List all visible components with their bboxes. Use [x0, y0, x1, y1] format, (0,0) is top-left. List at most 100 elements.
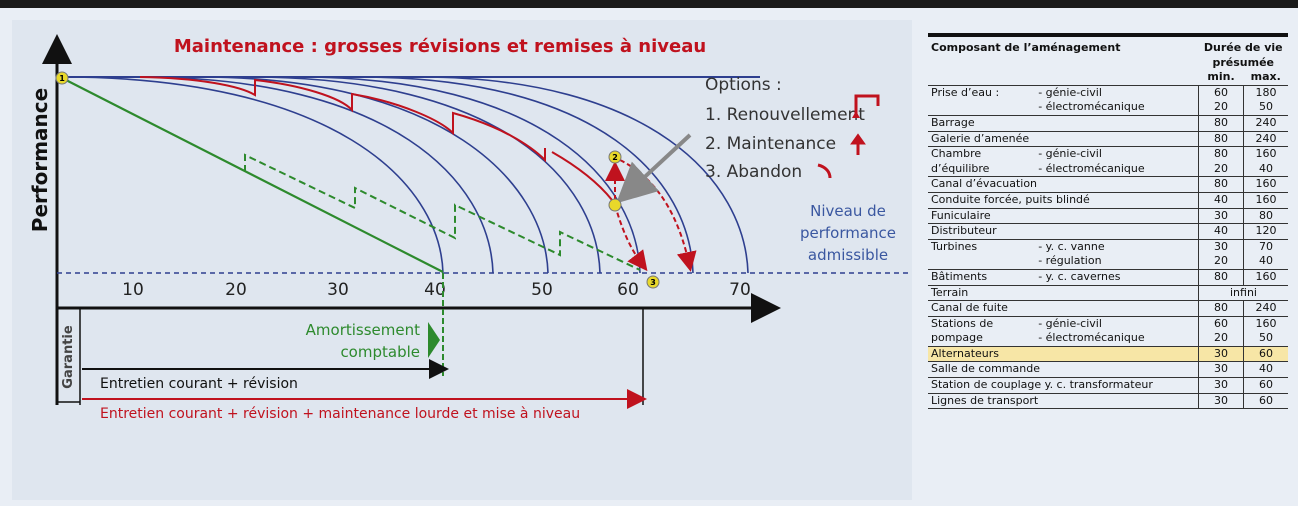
cell-line: 60	[1214, 316, 1228, 330]
component: Funiculaire	[928, 208, 1199, 225]
max: 240	[1243, 115, 1288, 132]
cell-line: Chambre	[931, 147, 982, 161]
cell-line: 30	[1214, 346, 1228, 360]
cell-line: 20	[1214, 100, 1228, 114]
cell-line: - y. c. cavernes	[1038, 269, 1121, 283]
table-row: Lignes de transport 30 60	[928, 393, 1288, 410]
x-tick-label: 40	[424, 280, 446, 300]
component: Station de couplage y. c. transformateur	[928, 377, 1199, 394]
cell-line: Bâtiments	[931, 269, 988, 283]
cell-line: Canal de fuite	[931, 301, 1008, 315]
max: 160 40	[1243, 146, 1288, 178]
cell-line: Station de couplage y. c. transformateur	[931, 378, 1153, 392]
threshold-label: Niveau de performance admissible	[800, 202, 896, 264]
cell-line: pompage	[931, 331, 983, 345]
max: 40	[1243, 361, 1288, 379]
table-row: Turbines - y. c. vanne - régulation 30 20 70 4…	[928, 239, 1288, 270]
parts: - génie-civil - électromécanique	[1035, 146, 1199, 178]
min: 80	[1198, 131, 1244, 148]
component: Chambre d’équilibre	[928, 146, 1036, 178]
component: Salle de commande	[928, 361, 1199, 379]
options: Options : 1. Renouvellement 2. Maintenan…	[705, 75, 865, 182]
cell-line: 160	[1255, 316, 1277, 330]
cell-line: 80	[1214, 301, 1228, 315]
cell-line: 20	[1214, 331, 1228, 345]
cell-line: 40	[1259, 254, 1273, 268]
component: Turbines	[928, 239, 1036, 270]
min: 80	[1198, 176, 1244, 193]
x-tick-label: 30	[327, 280, 349, 300]
cell-line: Salle de commande	[931, 362, 1041, 376]
span-label: Entretien courant + révision	[100, 376, 298, 392]
header: Composant de l’aménagement	[928, 35, 1199, 86]
cell-line: Stations de	[931, 316, 994, 330]
component: Lignes de transport	[928, 393, 1199, 410]
parts: - génie-civil - électromécanique	[1035, 85, 1199, 116]
table-row: Galerie d’amenée 80 240	[928, 131, 1288, 148]
max: 60	[1243, 346, 1288, 363]
min: 40	[1198, 192, 1244, 209]
table-row: Barrage 80 240	[928, 115, 1288, 132]
x-tick-label: 70	[729, 280, 751, 300]
cell-line: - électromécanique	[1038, 100, 1145, 114]
table-row: Distributeur 40 120	[928, 223, 1288, 240]
component: Barrage	[928, 115, 1199, 132]
cell-line: 80	[1259, 208, 1273, 222]
title: Maintenance : grosses révisions et remis…	[174, 36, 706, 57]
cell-line: - régulation	[1038, 254, 1102, 268]
cell-line: - génie-civil	[1038, 85, 1102, 99]
header: max.	[1243, 70, 1288, 86]
label: Niveau de	[810, 202, 886, 220]
min: 30	[1198, 361, 1244, 379]
min: 30 20	[1198, 239, 1244, 270]
table-row: Station de couplage y. c. transformateur…	[928, 377, 1288, 394]
cell-line: Terrain	[931, 285, 969, 299]
component: Terrain	[928, 285, 1199, 302]
cell-line: Turbines	[931, 239, 978, 253]
icon	[428, 322, 440, 358]
component: Stations de pompage	[928, 316, 1036, 347]
option: 2. Maintenance	[705, 134, 836, 154]
label: comptable	[340, 343, 420, 361]
cell-line: 80	[1214, 115, 1228, 129]
cell-line: 40	[1259, 161, 1273, 175]
cell-line: d’équilibre	[931, 161, 990, 175]
cell-line: - électromécanique	[1038, 331, 1145, 345]
table-row: Terrain infini	[928, 285, 1288, 302]
max: 240	[1243, 131, 1288, 148]
max: 80	[1243, 208, 1288, 225]
cell-line: 30	[1214, 378, 1228, 392]
max: 60	[1243, 393, 1288, 410]
span-label: Entretien courant + révision + maintenan…	[100, 406, 580, 422]
min: 40	[1198, 223, 1244, 240]
cell-line: Distributeur	[931, 224, 997, 238]
marker: 2	[612, 153, 618, 162]
max: 160	[1243, 269, 1288, 286]
cell-line: 240	[1255, 131, 1277, 145]
table-row: Canal de fuite 80 240	[928, 300, 1288, 317]
min: 80 20	[1198, 146, 1244, 178]
pointer-arrow	[616, 133, 692, 204]
min: 80	[1198, 115, 1244, 132]
cell-line: 180	[1255, 85, 1277, 99]
marker: 3	[650, 278, 656, 287]
cell-line: Alternateurs	[931, 346, 1000, 360]
cell-line: 50	[1259, 331, 1273, 345]
min: 30	[1198, 393, 1244, 410]
diagram: Maintenance : grosses révisions et remis…	[28, 34, 912, 422]
cell-line: 40	[1214, 192, 1228, 206]
maintenance-curve	[139, 76, 613, 201]
component: Bâtiments	[928, 269, 1036, 286]
table-body: Prise d’eau :- génie-civil - électromécan…	[928, 85, 1288, 410]
option: 1. Renouvellement	[705, 105, 865, 125]
cell-line: 30	[1214, 239, 1228, 253]
cell-line: Prise d’eau :	[931, 85, 1000, 99]
depreciation-label: Amortissement comptable	[306, 321, 420, 361]
icon	[852, 111, 860, 118]
label: admissible	[808, 246, 888, 264]
cell-line: 160	[1255, 177, 1277, 191]
cell-line: 30	[1214, 208, 1228, 222]
cell-line: 60	[1259, 346, 1273, 360]
options-heading: Options :	[705, 75, 782, 95]
